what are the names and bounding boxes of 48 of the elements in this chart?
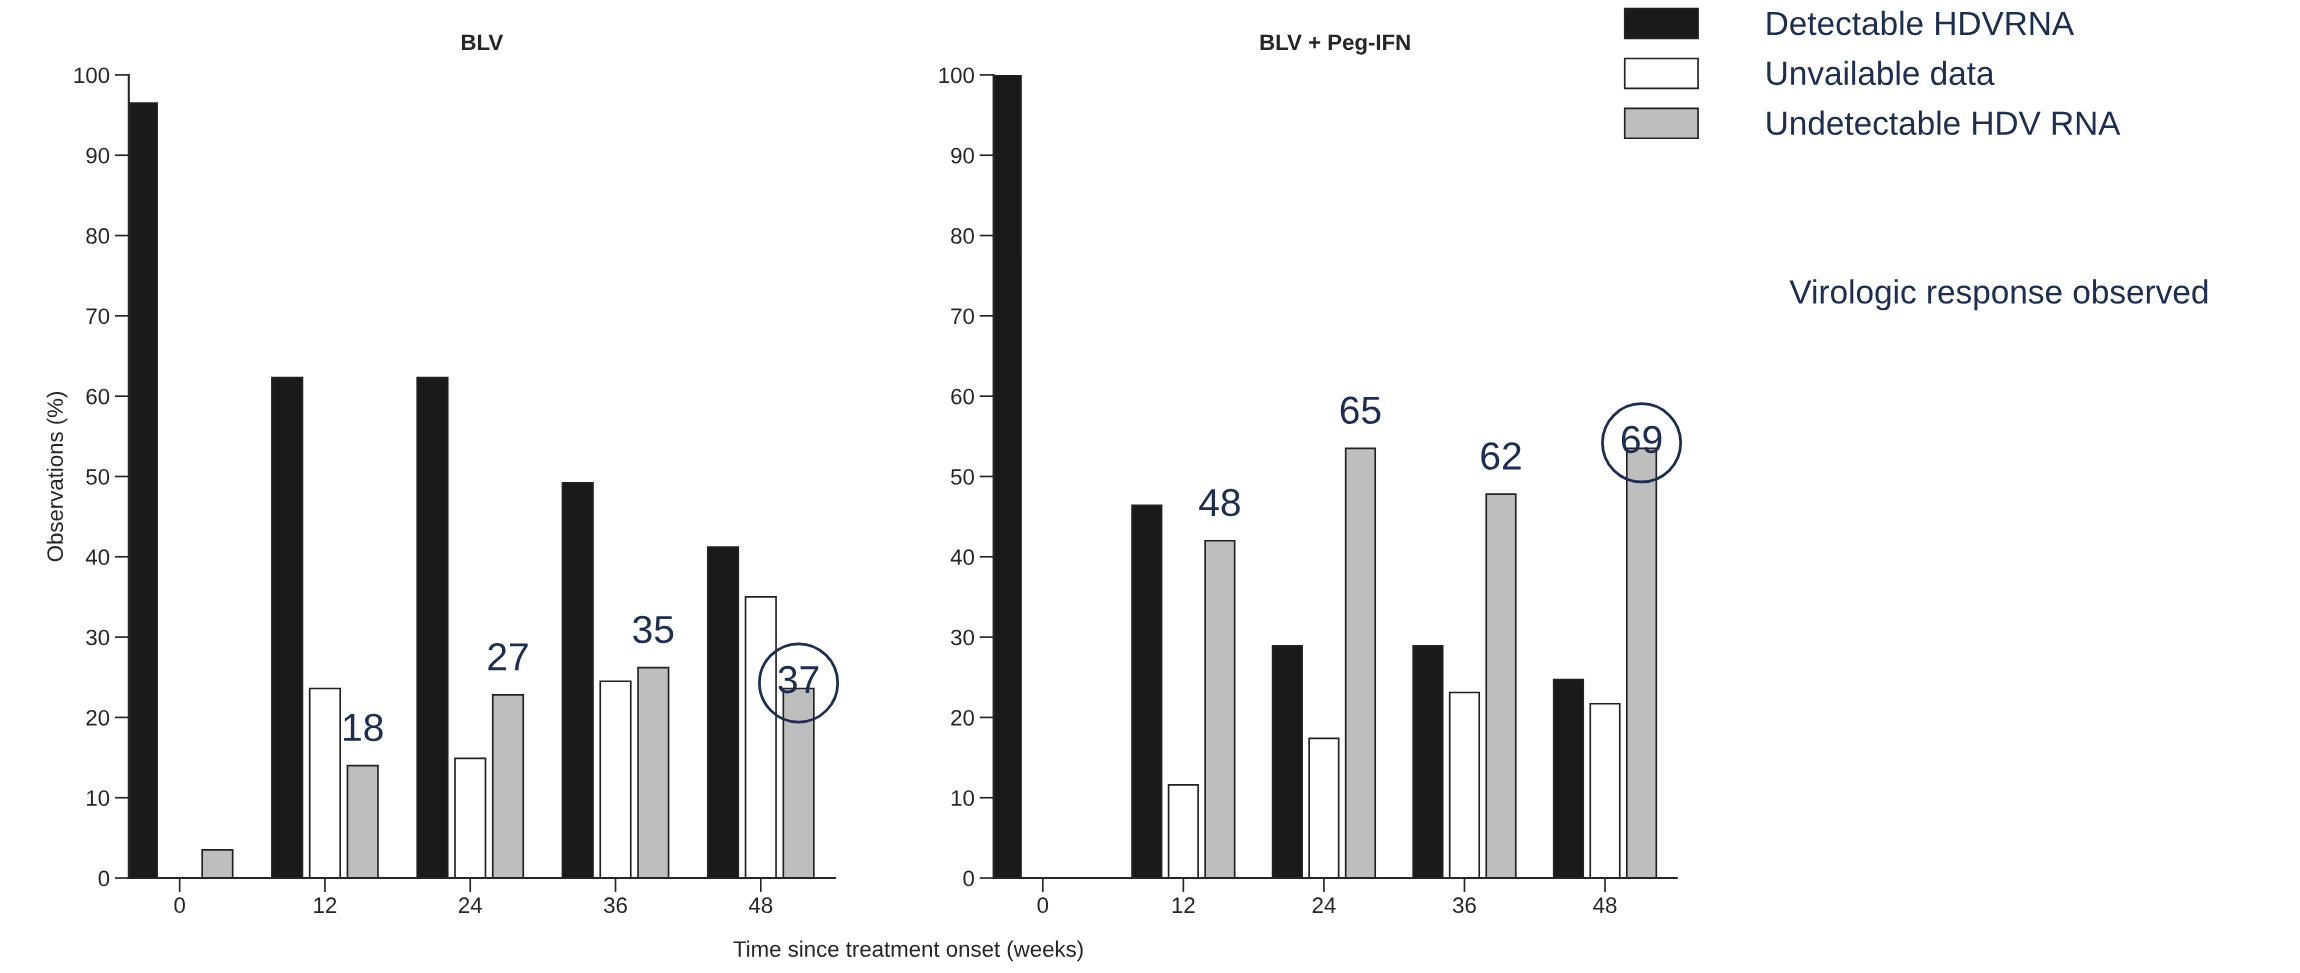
- text: Virologic response observed: [1789, 279, 2208, 311]
- y-tick-label: 40: [950, 549, 974, 566]
- x-tick-label: 48: [1593, 897, 1617, 914]
- annotation: 37: [778, 665, 819, 694]
- y-tick-label: 70: [951, 308, 974, 325]
- y-tick-label: 50: [86, 469, 110, 485]
- x-tick-label: 36: [604, 897, 627, 914]
- x-tick-label: 24: [1312, 897, 1336, 913]
- chart-title: BLV + Peg-IFN: [1260, 34, 1410, 55]
- x-axis-title: Time since treatment onset (weeks): [733, 940, 1083, 962]
- y-tick-label: 40: [85, 549, 110, 566]
- y-tick-label: 30: [950, 629, 974, 646]
- x-tick-label: 12: [1172, 897, 1195, 913]
- annotation: 65: [1340, 396, 1381, 425]
- annotation: 35: [633, 615, 674, 644]
- y-tick-label: 20: [86, 709, 110, 726]
- y-tick-label: 20: [951, 709, 974, 726]
- y-tick-label: 60: [86, 388, 110, 405]
- y-tick-label: 70: [86, 308, 110, 325]
- y-axis-title: Observations (%): [46, 392, 68, 562]
- x-tick-label: 0: [1037, 897, 1049, 914]
- x-tick-label: 0: [174, 897, 185, 914]
- legend-label: Detectable HDVRNA: [1767, 10, 2075, 36]
- y-tick-label: 80: [86, 228, 110, 244]
- y-tick-label: 10: [951, 790, 974, 806]
- y-tick-label: 90: [86, 147, 110, 164]
- annotation: 62: [1481, 442, 1521, 470]
- y-tick-label: 100: [939, 67, 974, 84]
- y-tick-label: 80: [951, 228, 974, 244]
- x-tick-label: 36: [1452, 897, 1476, 914]
- y-tick-label: 100: [74, 67, 110, 84]
- legend-label: Unvailable data: [1767, 60, 1995, 86]
- legend-label: Undetectable HDV RNA: [1767, 110, 2121, 136]
- y-tick-label: 30: [86, 629, 110, 646]
- annotation: 27: [488, 643, 528, 671]
- y-tick-label: 50: [951, 469, 974, 485]
- y-tick-label: 90: [951, 147, 974, 164]
- chart-title: BLV: [461, 34, 504, 50]
- y-tick-label: 0: [963, 870, 974, 887]
- y-tick-label: 0: [98, 870, 110, 887]
- annotation: 48: [1199, 488, 1240, 517]
- annotation: 18: [344, 713, 383, 742]
- y-tick-label: 10: [87, 790, 110, 806]
- y-tick-label: 60: [951, 388, 974, 405]
- annotation: 69: [1621, 425, 1662, 454]
- x-tick-label: 12: [314, 897, 337, 913]
- x-tick-label: 24: [458, 897, 482, 913]
- x-tick-label: 48: [748, 897, 773, 914]
